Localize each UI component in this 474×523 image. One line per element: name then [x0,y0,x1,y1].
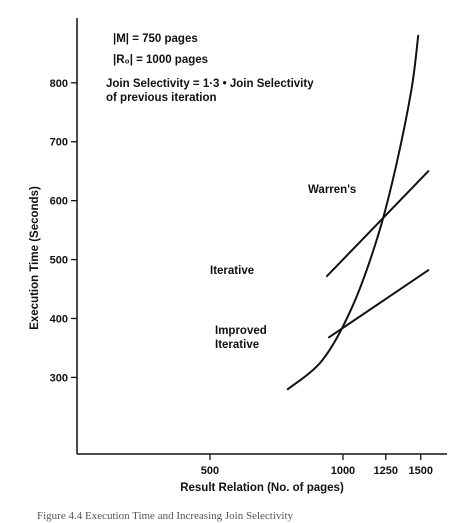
annotation-r0-pages: |R₀| = 1000 pages [113,54,208,66]
y-tick-label-400: 400 [50,313,68,325]
series-line-warren-s [286,34,420,391]
y-axis-label: Execution Time (Seconds) [29,186,41,330]
y-tick-label-600: 600 [50,196,68,208]
series-label-warren-s: Warren's [308,184,356,196]
figure-caption: Figure 4.4 Execution Time and Increasing… [37,510,294,522]
y-tick-label-500: 500 [50,255,68,267]
annotation-join-selectivity: Join Selectivity = 1·3 • Join Selectivit… [106,78,314,90]
x-tick-label-1250: 1250 [374,465,398,477]
y-tick-label-800: 800 [50,78,68,90]
x-tick-label-1500: 1500 [409,465,433,477]
series-label-iterative: Iterative [210,265,254,277]
annotation-m-pages: |M| = 750 pages [113,33,198,45]
series-line-improved-iterative [328,269,430,339]
annotation-previous-iteration: of previous iteration [106,92,217,104]
series-line-iterative [326,170,430,278]
y-tick-label-700: 700 [50,137,68,149]
x-tick-label-500: 500 [201,465,219,477]
x-tick-label-1000: 1000 [331,465,355,477]
x-axis-label: Result Relation (No. of pages) [180,482,344,494]
y-tick-label-300: 300 [50,372,68,384]
series-label-improved-iterative: Improved Iterative [215,325,267,351]
